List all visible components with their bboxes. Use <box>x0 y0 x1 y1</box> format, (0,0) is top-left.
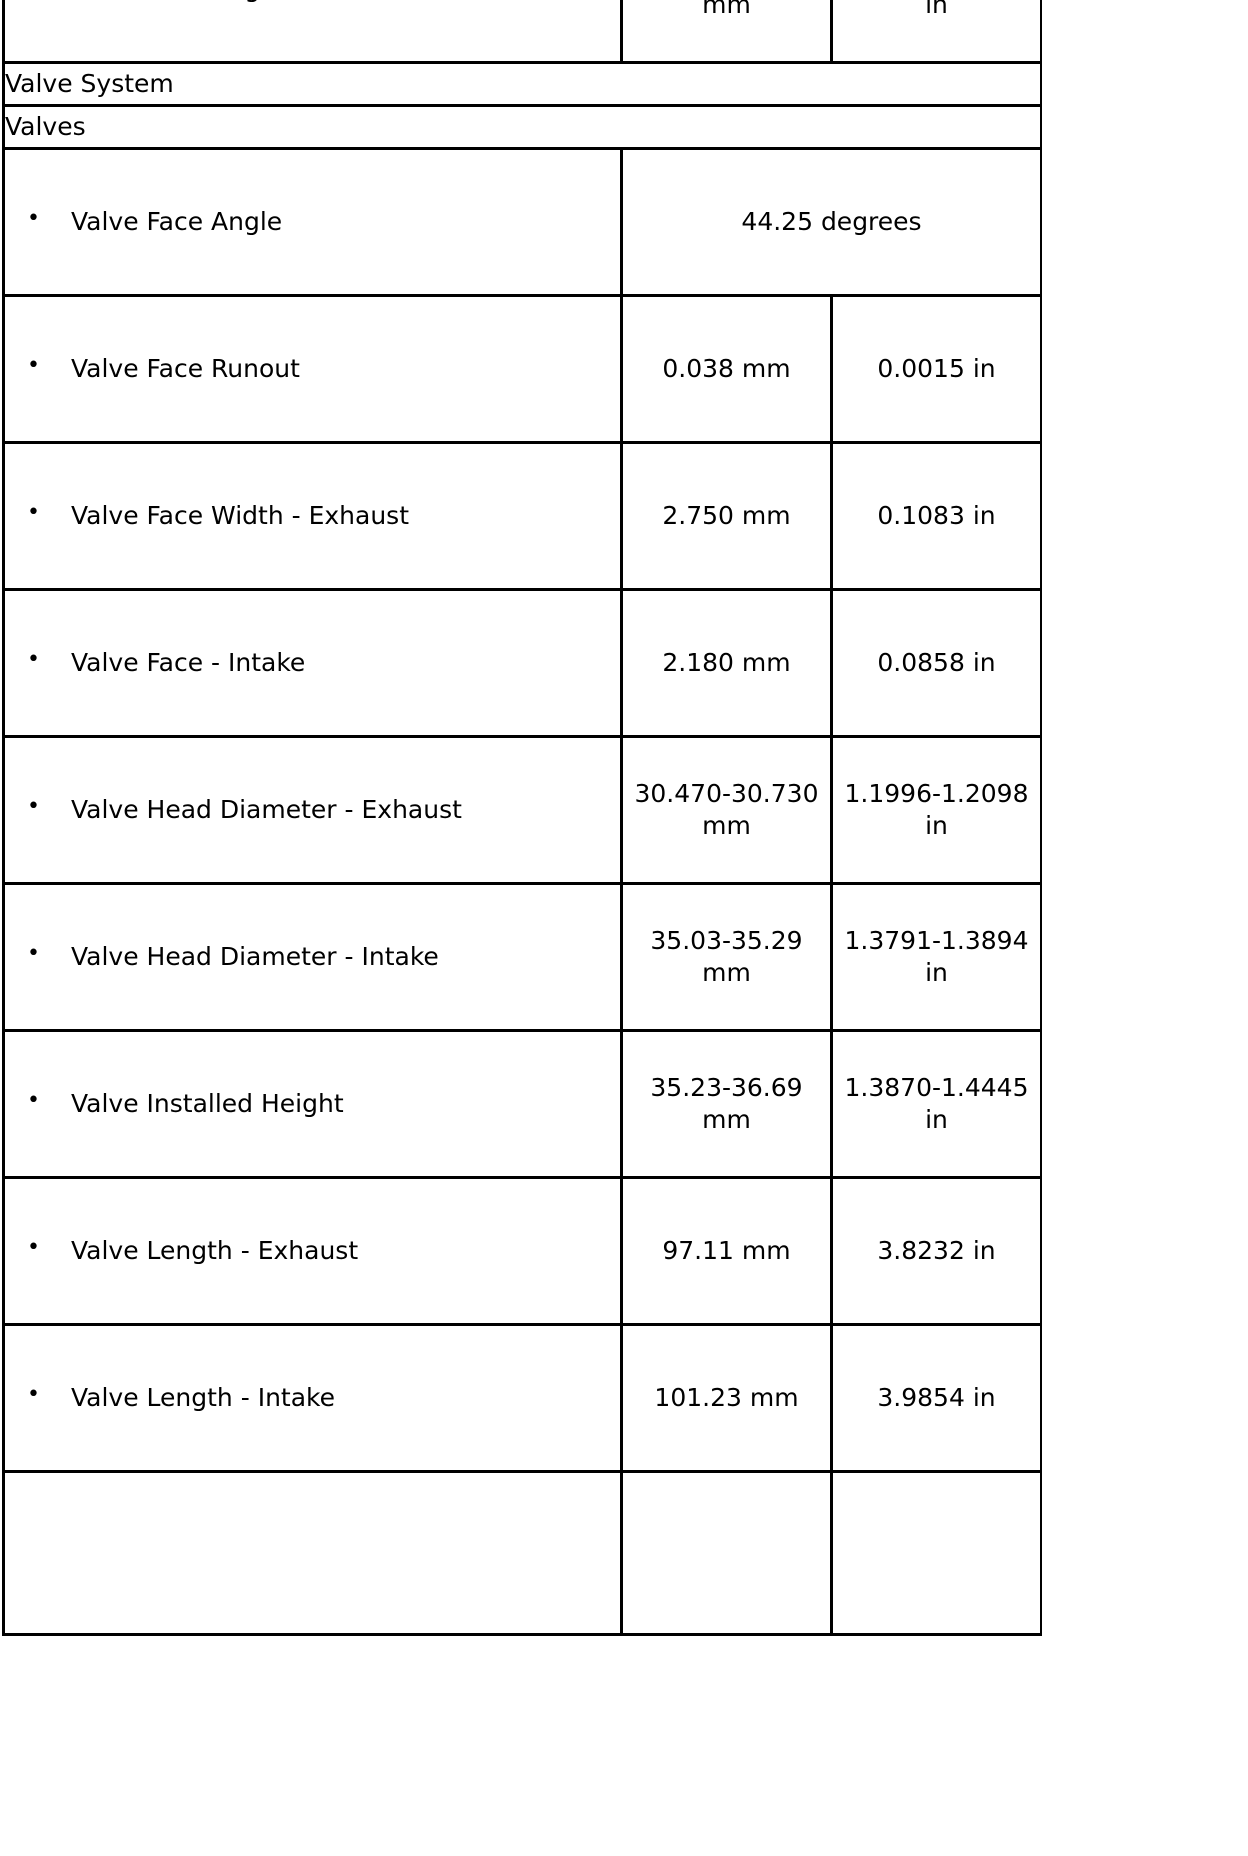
table-section-row: Valves <box>2 104 1042 150</box>
spec-label-cell: • Valve Length - Intake <box>2 1323 623 1473</box>
spec-label-cell: • Valve Face - Intake <box>2 588 623 738</box>
section-heading: Valves <box>2 104 1042 150</box>
bullet-icon: • <box>27 941 40 966</box>
table-row: • Valve Face Runout 0.038 mm 0.0015 in <box>2 294 1042 444</box>
spec-label: Valve Face Angle <box>71 207 283 236</box>
spec-label: Valve Head Diameter - Intake <box>71 942 439 971</box>
spec-label-cell: • Valve Head Diameter - Exhaust <box>2 735 623 885</box>
spec-imperial-value: 3.8232 in <box>830 1176 1042 1326</box>
spec-label: Valve Head Diameter - Exhaust <box>71 795 462 824</box>
spec-metric-value: 0.038 mm <box>620 294 833 444</box>
spec-metric-value: 101.23 mm <box>620 1323 833 1473</box>
table-row: • Valve Head Diameter - Exhaust 30.470-3… <box>2 735 1042 885</box>
table-row: • Valve Head Diameter - Intake 35.03-35.… <box>2 882 1042 1032</box>
spec-metric-value: 35.23-36.69 mm <box>620 1029 833 1179</box>
table-row: • Valve Face Angle 44.25 degrees <box>2 147 1042 297</box>
spec-imperial-value: 2.5685-2.5882 in <box>830 0 1042 64</box>
spec-imperial-value: 1.1996-1.2098 in <box>830 735 1042 885</box>
spec-label: Valve Installed Height <box>71 1089 344 1118</box>
spec-merged-value: 44.25 degrees <box>620 147 1042 297</box>
bullet-icon: • <box>27 647 40 672</box>
spec-metric-value: 65.24-65.74 mm <box>620 0 833 64</box>
spec-label: Valve Face - Intake <box>71 648 306 677</box>
spec-imperial-value: 0.0015 in <box>830 294 1042 444</box>
spec-label-cell: • Valve Installed Height <box>2 1029 623 1179</box>
spec-label-cell: • Valve Face Width - Exhaust <box>2 441 623 591</box>
table-section-row: Valve System <box>2 61 1042 107</box>
spec-label-cell: • Valve Length - Exhaust <box>2 1176 623 1326</box>
bullet-icon: • <box>27 1235 40 1260</box>
spec-imperial-value: 0.0858 in <box>830 588 1042 738</box>
table-row: • Valve Length - Exhaust 97.11 mm 3.8232… <box>2 1176 1042 1326</box>
specification-table: • Piston Pin Length 65.24-65.74 mm 2.568… <box>2 0 1042 1636</box>
bullet-icon: • <box>27 206 40 231</box>
spec-label-cell: • Valve Face Angle <box>2 147 623 297</box>
spec-metric-value: 30.470-30.730 mm <box>620 735 833 885</box>
table-row: • Valve Face Width - Exhaust 2.750 mm 0.… <box>2 441 1042 591</box>
spec-label: Valve Length - Exhaust <box>71 1236 359 1265</box>
spec-imperial-value: 0.1083 in <box>830 441 1042 591</box>
bullet-icon: • <box>27 794 40 819</box>
table-row: • Valve Length - Intake 101.23 mm 3.9854… <box>2 1323 1042 1473</box>
spec-metric-value: 2.180 mm <box>620 588 833 738</box>
table-row: • Piston Pin Length 65.24-65.74 mm 2.568… <box>2 0 1042 64</box>
spec-label-cell: • Valve Head Diameter - Intake <box>2 882 623 1032</box>
spec-imperial-value <box>830 1470 1042 1636</box>
spec-metric-value <box>620 1470 833 1636</box>
spec-label: Piston Pin Length <box>71 0 620 4</box>
specification-table-container: • Piston Pin Length 65.24-65.74 mm 2.568… <box>2 0 1042 1636</box>
bullet-icon: • <box>27 1382 40 1407</box>
spec-label: Valve Length - Intake <box>71 1383 336 1412</box>
spec-label-cell: • Valve Face Runout <box>2 294 623 444</box>
spec-label-cell <box>2 1470 623 1636</box>
spec-metric-value: 2.750 mm <box>620 441 833 591</box>
spec-imperial-value: 3.9854 in <box>830 1323 1042 1473</box>
spec-imperial-value: 1.3791-1.3894 in <box>830 882 1042 1032</box>
table-row: • Valve Installed Height 35.23-36.69 mm … <box>2 1029 1042 1179</box>
bullet-icon: • <box>27 1088 40 1113</box>
spec-label: Valve Face Runout <box>71 354 300 383</box>
spec-metric-value: 97.11 mm <box>620 1176 833 1326</box>
spec-label: Valve Face Width - Exhaust <box>71 501 410 530</box>
table-row: • Valve Face - Intake 2.180 mm 0.0858 in <box>2 588 1042 738</box>
bullet-icon: • <box>27 500 40 525</box>
section-heading: Valve System <box>2 61 1042 107</box>
table-row <box>2 1470 1042 1636</box>
spec-label-cell: • Piston Pin Length <box>2 0 623 64</box>
specification-table-body: • Piston Pin Length 65.24-65.74 mm 2.568… <box>2 0 1042 1636</box>
spec-metric-value: 35.03-35.29 mm <box>620 882 833 1032</box>
bullet-icon: • <box>27 353 40 378</box>
spec-imperial-value: 1.3870-1.4445 in <box>830 1029 1042 1179</box>
